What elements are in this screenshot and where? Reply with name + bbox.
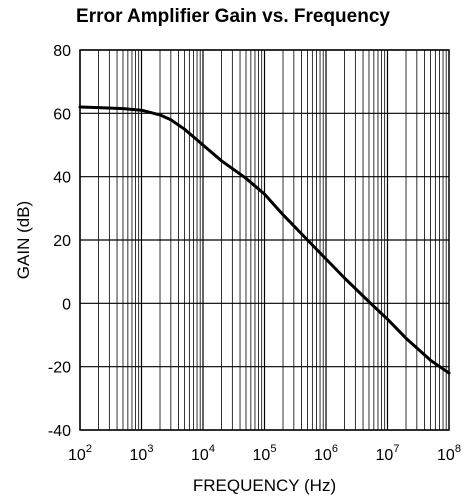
series-layer [78,105,451,375]
y-tick-label: -40 [48,423,71,440]
y-tick-label: -20 [48,360,71,377]
y-tick-label: 40 [53,170,71,187]
x-axis-label: FREQUENCY (Hz) [193,476,336,495]
x-tick-label: 102 [68,443,92,464]
x-tick-label: 107 [376,443,400,464]
x-tick-label: 103 [130,443,154,464]
x-tick-label: 104 [191,443,215,464]
grid [79,49,449,431]
y-tick-label: 80 [53,43,71,60]
x-tick-label: 108 [437,443,461,464]
y-tick-label: 20 [53,233,71,250]
y-tick-label: 0 [62,296,71,313]
gain-curve-series-0 [78,105,451,375]
chart-title: Error Amplifier Gain vs. Frequency [76,6,390,27]
y-axis-label: GAIN (dB) [14,201,33,279]
x-tick-label: 105 [253,443,277,464]
x-tick-label: 106 [314,443,338,464]
tick-labels: 102 103 104 105 106 107 108 -40 -20 0 20 40 60 80 [48,43,461,464]
y-tick-label: 60 [53,106,71,123]
plot-frame [79,49,450,431]
